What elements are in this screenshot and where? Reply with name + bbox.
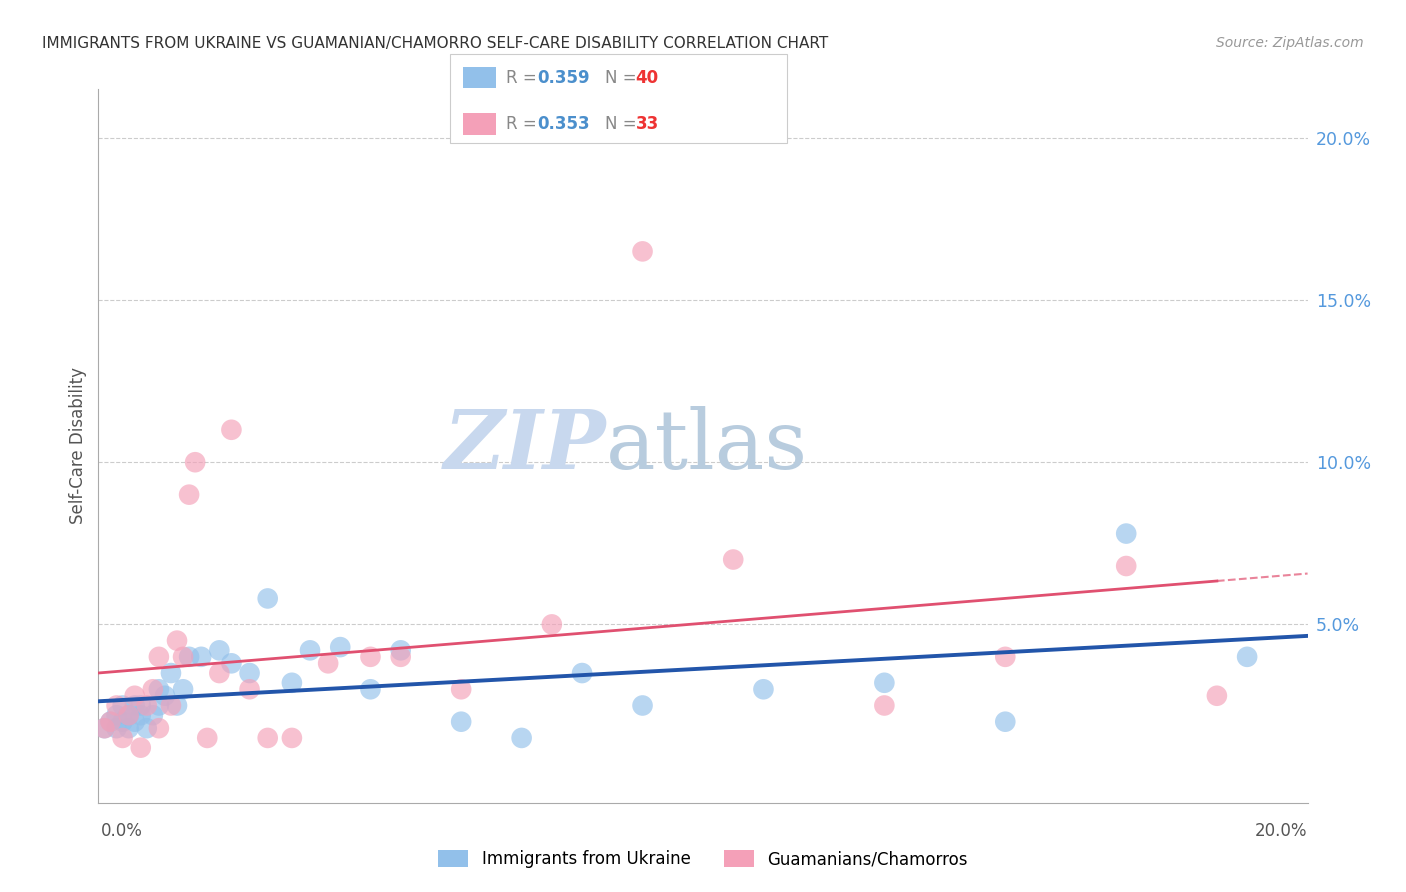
Point — [281, 731, 304, 745]
Point — [105, 721, 128, 735]
Point — [281, 675, 304, 690]
Point — [111, 698, 134, 713]
Point — [994, 649, 1017, 664]
Point — [93, 721, 115, 735]
Point — [299, 643, 322, 657]
Point — [1115, 526, 1137, 541]
Point — [221, 423, 243, 437]
Point — [172, 682, 194, 697]
Point — [316, 657, 339, 671]
Point — [166, 633, 188, 648]
Point — [118, 708, 141, 723]
Point — [873, 698, 896, 713]
Point — [100, 714, 122, 729]
Point — [450, 682, 472, 697]
Point — [118, 708, 141, 723]
Point — [166, 698, 188, 713]
Point — [111, 714, 134, 729]
Text: 20.0%: 20.0% — [1256, 822, 1308, 840]
Point — [148, 721, 170, 735]
Point — [540, 617, 562, 632]
Point — [118, 721, 141, 735]
Text: atlas: atlas — [606, 406, 808, 486]
Text: 40: 40 — [636, 69, 658, 87]
Point — [1206, 689, 1229, 703]
Y-axis label: Self-Care Disability: Self-Care Disability — [69, 368, 87, 524]
Point — [256, 591, 278, 606]
Point — [148, 682, 170, 697]
Point — [160, 666, 183, 681]
Point — [148, 698, 170, 713]
Point — [256, 731, 278, 745]
Point — [129, 740, 152, 755]
Legend: Immigrants from Ukraine, Guamanians/Chamorros: Immigrants from Ukraine, Guamanians/Cham… — [432, 843, 974, 875]
Point — [723, 552, 745, 566]
Point — [124, 698, 146, 713]
Point — [129, 708, 152, 723]
Point — [631, 698, 654, 713]
Point — [135, 698, 157, 713]
Point — [179, 649, 201, 664]
Point — [1236, 649, 1258, 664]
Text: R =: R = — [506, 69, 543, 87]
Point — [450, 714, 472, 729]
Point — [239, 682, 262, 697]
Text: 0.353: 0.353 — [537, 115, 589, 133]
Point — [111, 731, 134, 745]
Point — [329, 640, 352, 654]
Point — [124, 714, 146, 729]
Point — [752, 682, 775, 697]
Point — [153, 689, 176, 703]
Point — [148, 649, 170, 664]
Text: 0.0%: 0.0% — [101, 822, 143, 840]
Point — [873, 675, 896, 690]
Point — [208, 666, 231, 681]
Text: Source: ZipAtlas.com: Source: ZipAtlas.com — [1216, 36, 1364, 50]
Point — [389, 643, 412, 657]
Text: ZIP: ZIP — [444, 406, 606, 486]
Point — [93, 721, 115, 735]
Point — [190, 649, 212, 664]
Point — [135, 721, 157, 735]
Point — [129, 698, 152, 713]
Point — [631, 244, 654, 259]
Point — [172, 649, 194, 664]
Text: 33: 33 — [636, 115, 659, 133]
Point — [124, 689, 146, 703]
Text: IMMIGRANTS FROM UKRAINE VS GUAMANIAN/CHAMORRO SELF-CARE DISABILITY CORRELATION C: IMMIGRANTS FROM UKRAINE VS GUAMANIAN/CHA… — [42, 36, 828, 51]
Point — [142, 708, 165, 723]
Point — [208, 643, 231, 657]
Text: R =: R = — [506, 115, 543, 133]
Point — [389, 649, 412, 664]
Point — [360, 649, 382, 664]
Point — [184, 455, 207, 469]
Point — [510, 731, 533, 745]
Point — [239, 666, 262, 681]
Point — [195, 731, 218, 745]
Point — [105, 698, 128, 713]
Point — [360, 682, 382, 697]
Point — [142, 682, 165, 697]
Text: N =: N = — [605, 115, 641, 133]
Point — [994, 714, 1017, 729]
Text: 0.359: 0.359 — [537, 69, 589, 87]
Point — [160, 698, 183, 713]
Point — [571, 666, 593, 681]
Text: N =: N = — [605, 69, 641, 87]
Point — [179, 488, 201, 502]
Point — [100, 714, 122, 729]
Point — [1115, 559, 1137, 574]
Point — [105, 708, 128, 723]
Point — [221, 657, 243, 671]
